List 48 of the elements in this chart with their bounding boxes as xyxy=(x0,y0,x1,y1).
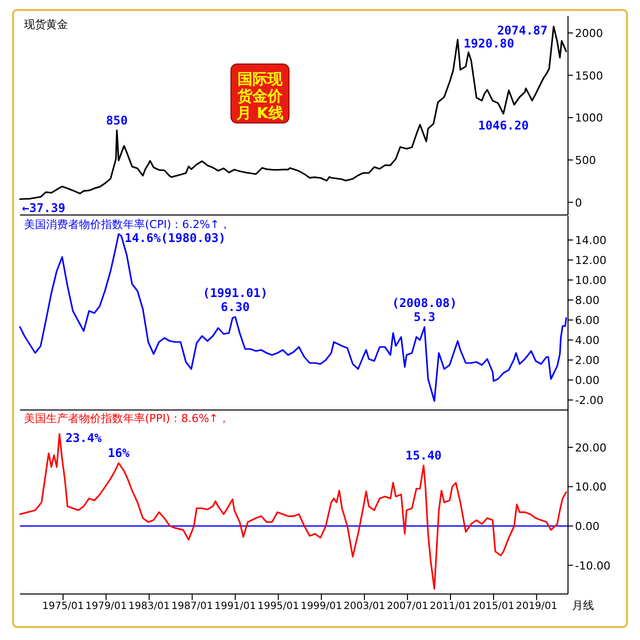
y-tick-label: 12.00 xyxy=(575,254,606,267)
y-tick-label: 4.00 xyxy=(575,334,600,347)
annotation: 23.4% xyxy=(65,430,102,445)
y-tick-label: 0.00 xyxy=(575,374,600,387)
x-tick-label: 1991/01 xyxy=(214,601,256,612)
y-tick-label: 0 xyxy=(575,196,582,210)
x-tick-label: 1975/01 xyxy=(42,601,84,612)
y-tick-label: 6.00 xyxy=(575,314,600,327)
annotation: 1920.80 xyxy=(464,36,514,51)
y-tick-label: -2.00 xyxy=(575,394,604,407)
annotation: (1991.01) 6.30 xyxy=(202,286,268,314)
x-tick-label: 2011/01 xyxy=(430,601,472,612)
y-tick-label: 2000 xyxy=(575,26,603,40)
chart-title: 美国生产者物价指数年率(PPI)：8.6%↑， xyxy=(24,412,230,425)
annotation: 2074.87 xyxy=(497,24,548,38)
x-tick-label: 2015/01 xyxy=(472,601,514,612)
y-tick-label: 8.00 xyxy=(575,294,600,307)
y-tick-label: 500 xyxy=(575,154,596,167)
x-tick-label: 1979/01 xyxy=(85,601,127,612)
y-tick-label: -10.00 xyxy=(575,559,610,572)
annotation: 850 xyxy=(106,113,128,128)
x-tick-label: 1999/01 xyxy=(300,601,342,612)
chart-title: 美国消费者物价指数年率(CPI)：6.2%↑， xyxy=(24,218,230,231)
x-tick-label: 1987/01 xyxy=(171,601,213,612)
annotation: 15.40 xyxy=(406,448,442,462)
line-series xyxy=(19,233,568,402)
annotation: 1046.20 xyxy=(478,118,529,133)
y-tick-label: 20.00 xyxy=(575,441,606,454)
y-tick-label: 10.00 xyxy=(575,480,606,494)
annotation: (2008.08) 5.3 xyxy=(392,296,458,324)
y-tick-label: 2.00 xyxy=(575,354,600,367)
x-tick-label: 1995/01 xyxy=(258,601,300,612)
x-axis-title: 月线 xyxy=(572,599,594,612)
y-tick-label: 14.00 xyxy=(575,234,606,247)
x-tick-label: 1983/01 xyxy=(128,601,170,612)
y-tick-label: 1000 xyxy=(575,112,603,125)
chart-title: 现货黄金 xyxy=(24,18,68,31)
x-tick-label: 2019/01 xyxy=(516,601,558,612)
text: 国际现货金价月 K线 xyxy=(236,70,284,122)
x-tick-label: 2003/01 xyxy=(344,601,386,612)
line-series xyxy=(19,433,568,590)
y-tick-label: 1500 xyxy=(575,69,603,82)
y-tick-label: 0.00 xyxy=(575,520,600,533)
y-tick-label: 10.00 xyxy=(575,274,606,287)
annotation: 16% xyxy=(108,446,130,460)
annotation: ←37.39 xyxy=(22,201,66,215)
annotation: 14.6%(1980.03) xyxy=(124,231,226,245)
x-tick-label: 2007/01 xyxy=(386,601,428,612)
